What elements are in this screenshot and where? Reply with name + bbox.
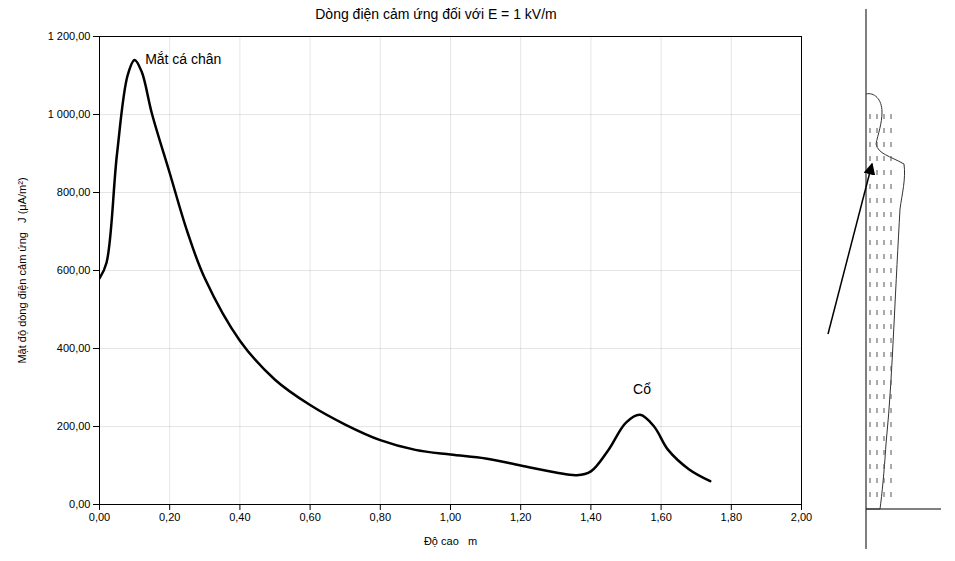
svg-text:1 200,00: 1 200,00 [48,30,91,42]
html-text:Dòng điện cảm ứng đối với E =: Dòng điện cảm ứng đối với E = 1 kV/m [315,6,557,22]
svg-text:0,00: 0,00 [89,511,110,523]
svg-text:1,00: 1,00 [440,511,461,523]
svg-text:0,00: 0,00 [69,498,90,510]
svg-text:1,40: 1,40 [580,511,601,523]
svg-text:800,00: 800,00 [57,186,91,198]
svg-text:1,80: 1,80 [721,511,742,523]
svg-text:200,00: 200,00 [57,420,91,432]
svg-text:0,60: 0,60 [299,511,320,523]
svg-text:Độ cao m: Độ cao m [424,535,477,547]
svg-text:1 000,00: 1 000,00 [48,108,91,120]
svg-text:Mật độ dòng điện cảm ứng J (: Mật độ dòng điện cảm ứng J (μA/m²) [16,177,28,363]
svg-text:0,40: 0,40 [229,511,250,523]
svg-text:1,60: 1,60 [650,511,671,523]
svg-text:Mắt cá chân: Mắt cá chân [145,51,221,67]
svg-text:600,00: 600,00 [57,264,91,276]
svg-text:1,20: 1,20 [510,511,531,523]
svg-text:2,00: 2,00 [791,511,812,523]
svg-text:0,20: 0,20 [159,511,180,523]
svg-text:0,80: 0,80 [370,511,391,523]
svg-text:400,00: 400,00 [57,342,91,354]
svg-text:Cổ: Cổ [633,381,651,397]
